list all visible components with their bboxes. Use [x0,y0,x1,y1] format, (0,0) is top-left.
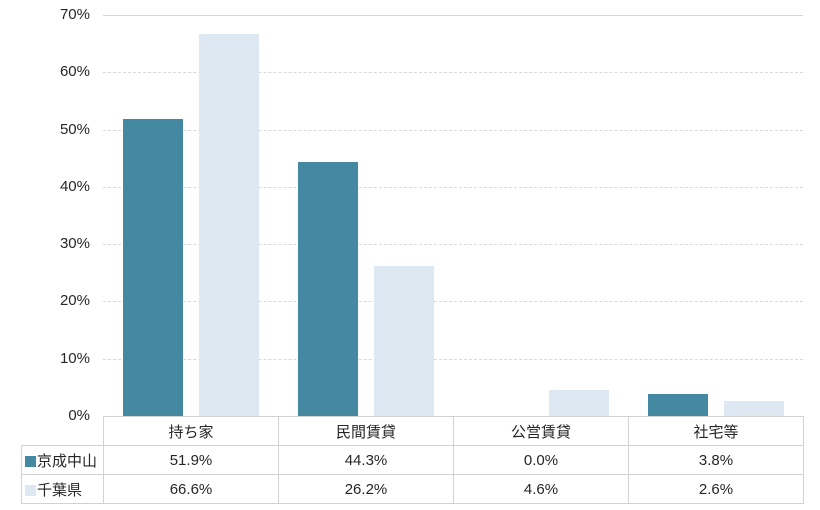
bar-series2-cat1 [199,34,259,416]
y-axis-tick-label: 70% [59,6,90,23]
gridline-70% [103,15,803,16]
y-axis-tick-label: 40% [59,178,90,195]
gridline-10% [103,359,803,360]
table-corner-cell [22,417,104,446]
y-axis-tick-label: 60% [59,63,90,80]
table-row: 京成中山 51.9% 44.3% 0.0% 3.8% [21,445,804,475]
table-value-cell: 44.3% [278,445,454,475]
y-axis-tick-label: 30% [59,235,90,252]
table-row: 千葉県 66.6% 26.2% 4.6% 2.6% [21,474,804,504]
legend-swatch-icon [25,455,36,467]
bar-series2-cat3 [549,390,609,416]
table-header-row: 持ち家 民間賃貸 公営賃貸 社宅等 [22,416,804,446]
y-axis-tick-label: 50% [59,121,90,138]
table-header-cell: 民間賃貸 [278,416,454,446]
legend-swatch-icon [25,484,36,496]
table-header-cell: 社宅等 [628,416,804,446]
gridline-60% [103,72,803,73]
y-axis-tick-label: 20% [59,292,90,309]
table-value-cell: 26.2% [278,474,454,504]
table-value-cell: 0.0% [453,445,629,475]
table-value-cell: 3.8% [628,445,804,475]
legend-label: 千葉県 [37,481,83,499]
table-header-cell: 持ち家 [103,416,279,446]
y-axis-tick-label: 10% [59,350,90,367]
gridline-30% [103,244,803,245]
bar-series1-cat1 [123,119,183,416]
table-value-cell: 66.6% [103,474,279,504]
gridline-40% [103,187,803,188]
table-value-cell: 2.6% [628,474,804,504]
table-value-cell: 51.9% [103,445,279,475]
legend-cell: 京成中山 [21,445,104,475]
data-table: 持ち家 民間賃貸 公営賃貸 社宅等京成中山 51.9% 44.3% 0.0% 3.8% 千葉県 6… [21,416,804,504]
table-header-cell: 公営賃貸 [453,416,629,446]
bar-series2-cat2 [374,266,434,416]
bar-series1-cat2 [298,162,358,416]
gridline-50% [103,130,803,131]
bar-series2-cat4 [724,401,784,416]
gridline-20% [103,301,803,302]
bar-series1-cat4 [648,394,708,416]
legend-cell: 千葉県 [21,474,104,504]
legend-label: 京成中山 [37,452,98,470]
y-axis-tick-label: 0% [68,407,90,424]
table-value-cell: 4.6% [453,474,629,504]
